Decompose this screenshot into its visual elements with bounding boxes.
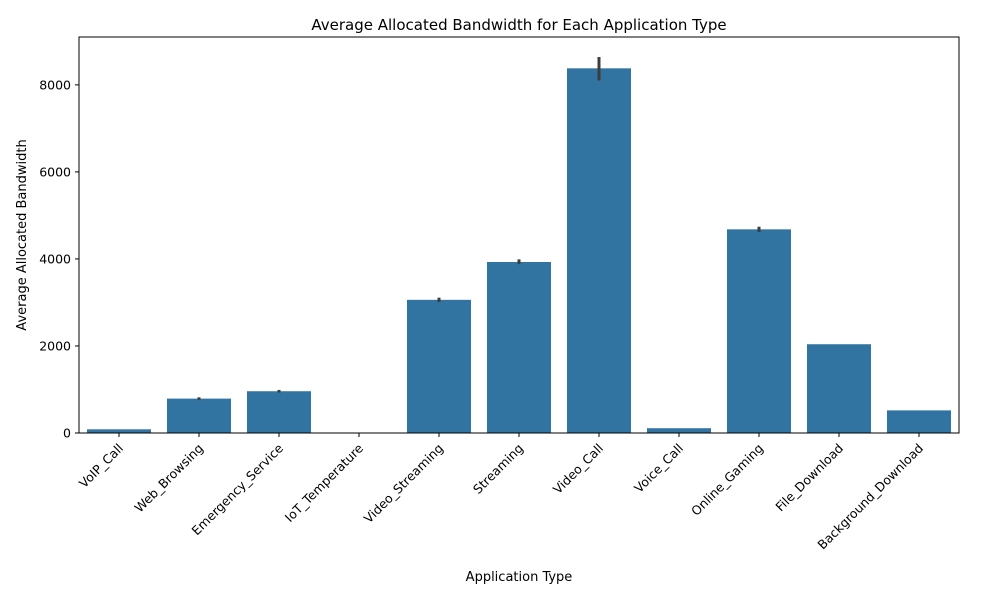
bar-video-call (567, 68, 631, 433)
bars-group (87, 68, 951, 433)
x-tick-label-voip-call: VoIP_Call (76, 441, 126, 491)
y-tick-label-4000: 4000 (39, 251, 71, 266)
bar-video-streaming (407, 299, 471, 433)
y-tick-label-6000: 6000 (39, 164, 71, 179)
x-tick-label-online-gaming: Online_Gaming (688, 441, 766, 519)
chart-title: Average Allocated Bandwidth for Each App… (311, 16, 726, 34)
bar-streaming (487, 261, 551, 433)
bar-background-download (887, 410, 951, 433)
y-axis-label: Average Allocated Bandwidth (15, 139, 30, 330)
plot-frame (78, 36, 960, 434)
y-tick-label-2000: 2000 (39, 338, 71, 353)
y-axis: 0 2000 4000 6000 8000 (39, 77, 79, 441)
error-bars-group (197, 57, 761, 400)
x-tick-label-voice-call: Voice_Call (631, 441, 686, 496)
bar-online-gaming (727, 229, 791, 433)
bar-voip-call (87, 429, 151, 433)
x-tick-label-file-download: File_Download (772, 441, 846, 515)
x-tick-label-video-call: Video_Call (550, 441, 606, 497)
x-tick-label-video-streaming: Video_Streaming (361, 441, 446, 526)
x-axis-label: Application Type (466, 570, 573, 585)
bar-file-download (807, 344, 871, 433)
x-axis: VoIP_Call Web_BrowsingEmergency_ServiceIo… (76, 433, 926, 552)
x-tick-label-emergency-service: Emergency_Service (189, 440, 287, 538)
bar-web-browsing (167, 398, 231, 433)
y-tick-label-8000: 8000 (39, 77, 71, 92)
x-tick-label-streaming: Streaming (470, 441, 526, 497)
x-tick-label-iot-temperature: IoT_Temperature (282, 440, 367, 525)
y-tick-label-0: 0 (63, 426, 71, 441)
bar-emergency-service (247, 391, 311, 433)
bar-voice-call (647, 428, 711, 433)
x-tick-label-web-browsing: Web_Browsing (131, 441, 206, 516)
